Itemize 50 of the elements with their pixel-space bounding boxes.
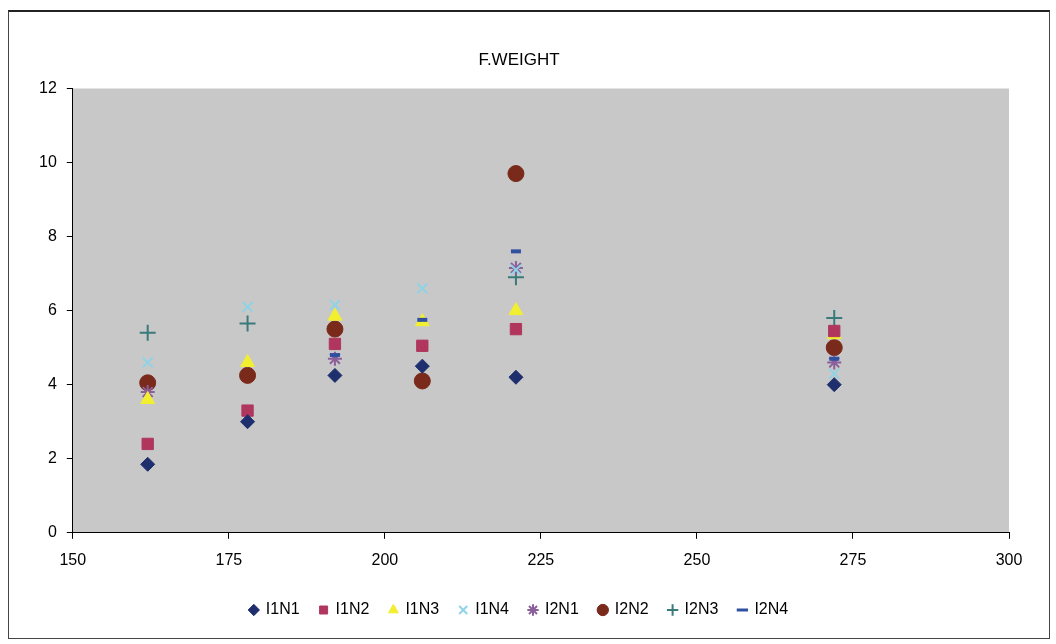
point [328,299,341,311]
point [826,377,842,393]
legend-label: I1N2 [335,600,370,618]
point [326,350,343,367]
point [508,369,524,385]
point [828,367,841,380]
y-tick-label: 4 [47,375,57,393]
y-tick-label: 2 [47,449,57,467]
point [138,323,157,342]
point [239,366,257,384]
legend-label: I2N4 [754,600,789,618]
y-tick-label: 12 [39,78,57,96]
legend-label: I1N1 [265,600,300,618]
point [241,300,254,313]
point [825,339,843,357]
y-tick-label: 10 [39,152,57,170]
x-tick-label: 200 [371,550,399,568]
point [826,354,843,371]
point [414,358,430,374]
legend-label: I1N4 [475,600,510,618]
x-tick-label: 275 [839,550,867,568]
point [507,165,525,183]
point [240,414,256,430]
y-tick-label: 0 [47,523,57,541]
point [509,322,523,336]
point [141,437,154,451]
point [141,356,154,369]
y-tick-label: 8 [47,226,57,244]
point [140,456,156,472]
x-tick-label: 175 [215,550,243,568]
point [416,282,429,295]
point [238,314,257,333]
legend-label: I2N1 [545,600,579,618]
point [327,367,343,383]
point [825,309,844,328]
point [416,339,429,352]
point [508,302,524,316]
x-tick-label: 250 [683,550,711,568]
point [328,337,342,351]
legend-label: I2N2 [614,600,649,618]
legend-label: I1N3 [405,600,440,618]
point [413,372,431,390]
legend-label: I2N3 [684,600,719,618]
y-tick-label: 6 [47,301,57,319]
chart-title: F.WEIGHT [478,49,560,69]
x-tick-label: 225 [527,550,555,568]
x-tick-label: 150 [59,550,87,568]
point [326,320,344,338]
x-tick-label: 300 [995,550,1023,568]
point [241,404,254,417]
